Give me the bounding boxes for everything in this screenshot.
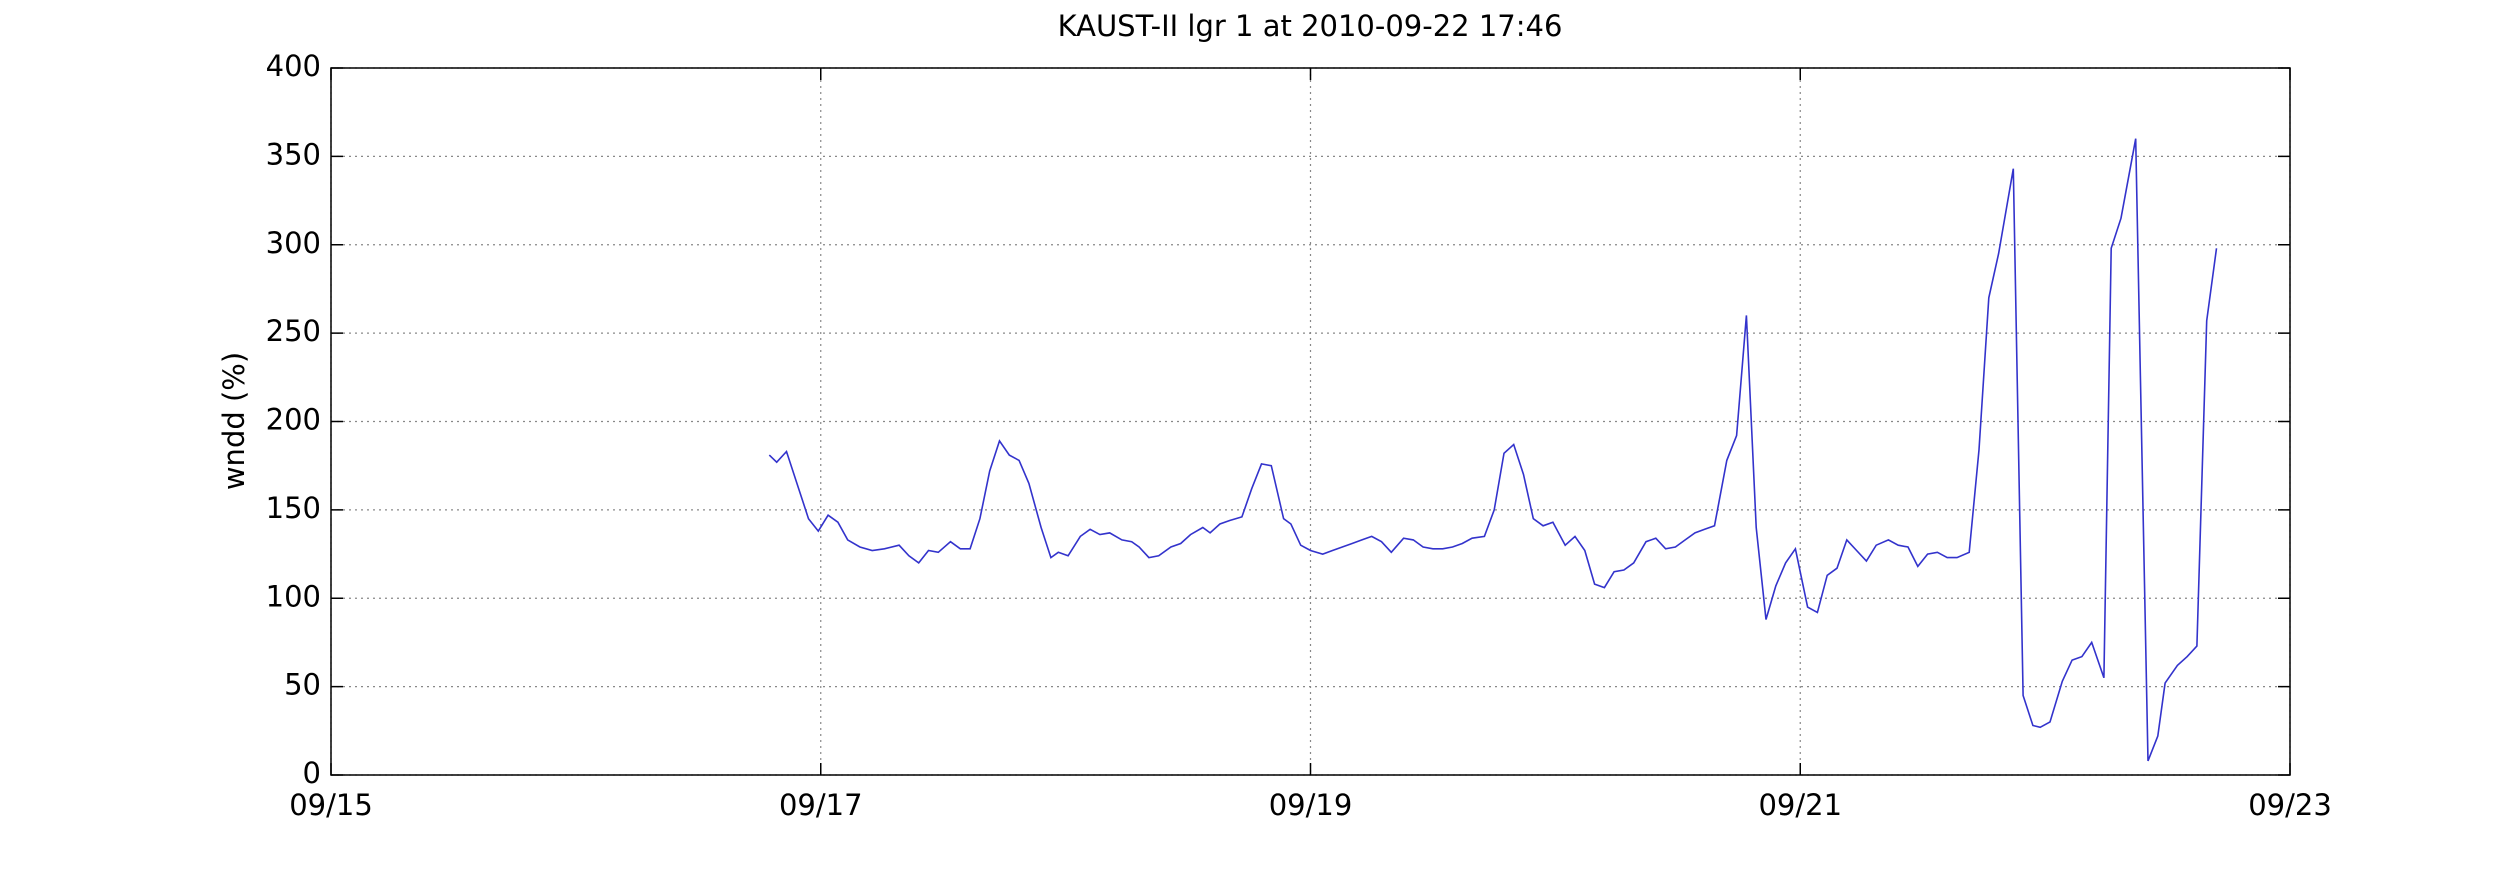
y-axis-label: wndd (%) <box>217 352 251 490</box>
x-tick-label: 09/23 <box>2248 788 2332 822</box>
y-tick-label: 350 <box>266 137 321 171</box>
y-tick-label: 300 <box>266 226 321 260</box>
y-tick-label: 50 <box>284 668 321 702</box>
y-tick-label: 0 <box>303 756 321 790</box>
y-tick-label: 100 <box>266 579 321 613</box>
data-line <box>768 138 2218 762</box>
y-tick-label: 250 <box>266 314 321 348</box>
y-tick-label: 200 <box>266 403 321 437</box>
chart-title: KAUST-II lgr 1 at 2010-09-22 17:46 <box>1058 9 1563 43</box>
plot-frame <box>330 67 2291 776</box>
y-tick-label: 150 <box>266 491 321 525</box>
x-tick-label: 09/19 <box>1269 788 1353 822</box>
x-tick-label: 09/17 <box>779 788 863 822</box>
x-tick-label: 09/21 <box>1758 788 1842 822</box>
y-tick-label: 400 <box>266 49 321 83</box>
x-tick-label: 09/15 <box>289 788 373 822</box>
